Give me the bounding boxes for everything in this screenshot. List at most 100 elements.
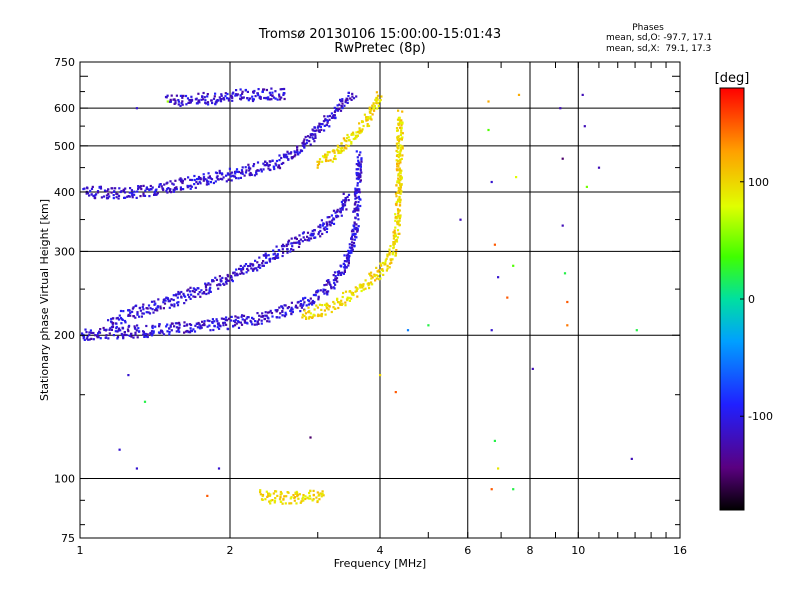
- echo-point: [97, 332, 100, 335]
- echo-point: [219, 284, 222, 287]
- echo-point: [308, 239, 311, 242]
- echo-point: [347, 262, 350, 265]
- echo-point: [399, 171, 402, 174]
- echo-point: [293, 151, 297, 154]
- echo-point: [378, 100, 381, 103]
- echo-point: [289, 152, 292, 155]
- echo-point: [297, 497, 300, 500]
- echo-point: [226, 328, 230, 331]
- echo-point: [298, 241, 301, 244]
- echo-point: [142, 184, 145, 187]
- echo-point: [354, 202, 357, 205]
- echo-point: [166, 94, 169, 97]
- echo-point: [92, 331, 95, 335]
- echo-point: [274, 497, 277, 500]
- echo-point: [162, 188, 165, 192]
- echo-point: [276, 256, 279, 259]
- echo-point: [347, 193, 351, 196]
- echo-point: [239, 88, 242, 91]
- echo-point: [400, 138, 403, 141]
- echo-point: [359, 180, 362, 183]
- echo-point: [281, 245, 284, 248]
- echo-point: [399, 154, 402, 157]
- echo-point: [324, 159, 328, 163]
- echo-point: [185, 299, 188, 302]
- echo-point: [334, 307, 337, 310]
- echo-point: [266, 311, 270, 314]
- echo-point: [201, 292, 204, 295]
- chart-title: Tromsø 20130106 15:00:00-15:01:43: [258, 27, 501, 42]
- echo-point: [231, 99, 234, 102]
- echo-point: [214, 180, 217, 183]
- echo-point: [328, 114, 332, 118]
- echo-point: [110, 320, 113, 323]
- echo-point: [302, 499, 305, 502]
- echo-point: [400, 190, 403, 193]
- echo-point: [356, 295, 359, 298]
- echo-point: [293, 155, 296, 158]
- echo-point: [382, 273, 385, 276]
- echo-point: [251, 99, 255, 103]
- echo-point: [225, 180, 228, 183]
- echo-point: [320, 219, 323, 222]
- echo-point: [230, 275, 233, 278]
- echo-point: [183, 324, 186, 327]
- echo-point: [219, 177, 222, 180]
- echo-point: [112, 197, 115, 200]
- echo-point: [216, 99, 219, 102]
- echo-point: [199, 295, 202, 298]
- echo-point: [111, 321, 115, 325]
- echo-point: [235, 94, 239, 97]
- echo-point: [384, 261, 387, 264]
- echo-point: [335, 214, 338, 217]
- echo-point: [321, 155, 325, 158]
- echo-point: [120, 322, 123, 325]
- echo-point: [371, 113, 374, 116]
- echo-point: [173, 303, 176, 306]
- echo-point: [307, 303, 310, 306]
- echo-point: [190, 98, 193, 102]
- echo-point: [252, 98, 255, 101]
- echo-point: [184, 94, 188, 98]
- echo-point: [301, 497, 304, 500]
- echo-point: [227, 317, 231, 320]
- echo-point: [270, 87, 273, 90]
- y-tick-label: 400: [54, 186, 75, 199]
- echo-point: [102, 326, 105, 330]
- echo-point: [344, 197, 347, 200]
- echo-point: [397, 122, 400, 125]
- echo-point: [583, 125, 586, 128]
- echo-point: [242, 266, 245, 269]
- echo-point: [257, 88, 260, 91]
- echo-point: [356, 168, 359, 171]
- echo-point: [218, 275, 221, 278]
- echo-point: [178, 292, 181, 295]
- echo-point: [179, 104, 182, 107]
- echo-point: [278, 249, 281, 252]
- echo-point: [252, 268, 255, 271]
- echo-point: [321, 304, 324, 307]
- echo-point: [334, 157, 337, 161]
- echo-point: [394, 234, 397, 237]
- echo-point: [396, 118, 400, 121]
- echo-point: [314, 129, 317, 133]
- echo-point: [339, 271, 342, 274]
- echo-point: [189, 178, 192, 181]
- echo-point: [240, 315, 243, 318]
- echo-point: [147, 304, 151, 307]
- echo-point: [317, 296, 320, 299]
- echo-point: [202, 177, 205, 180]
- echo-point: [497, 467, 500, 470]
- echo-point: [379, 272, 382, 275]
- echo-point: [84, 328, 87, 331]
- echo-point: [247, 163, 250, 166]
- echo-point: [196, 322, 199, 325]
- echo-point: [212, 181, 215, 185]
- echo-point: [397, 174, 400, 177]
- echo-point: [377, 269, 380, 272]
- echo-point: [152, 331, 155, 334]
- echo-point: [303, 138, 306, 141]
- echo-point: [206, 93, 209, 96]
- echo-point: [339, 147, 342, 150]
- echo-point: [240, 268, 243, 271]
